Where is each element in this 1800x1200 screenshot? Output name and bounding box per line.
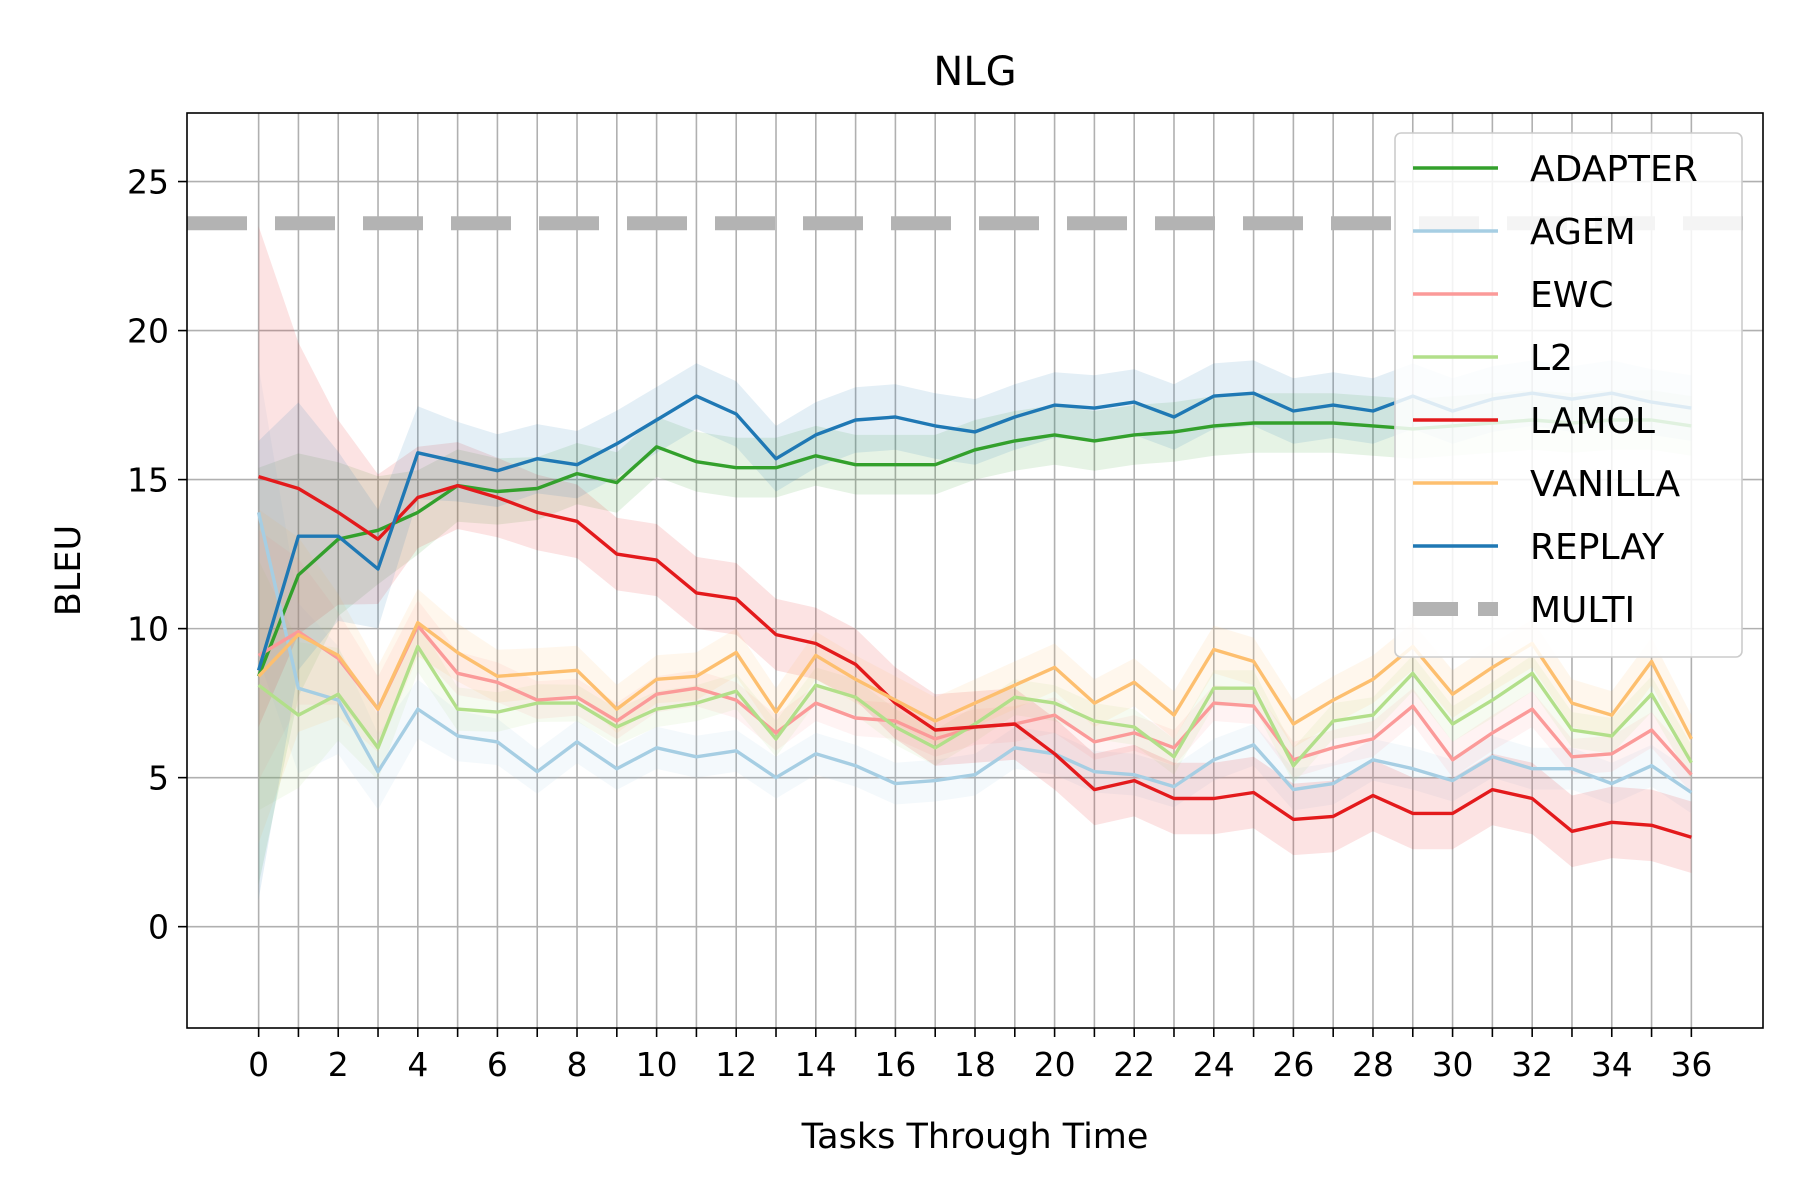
x-tick-label: 28 [1352,1045,1394,1084]
x-tick-label: 24 [1193,1045,1235,1084]
legend-label-l2: L2 [1530,338,1573,379]
series-line-lamol [258,474,1692,839]
x-tick-label: 4 [407,1045,428,1084]
x-tick-label: 8 [567,1045,588,1084]
chart-title: NLG [933,49,1016,95]
x-tick-label: 10 [636,1045,678,1084]
axis-ticks: 0 2 4 6 8 10 12 14 16 18 20 22 24 26 28 30 32 34 360510152… [127,163,1712,1084]
legend-label-agem: AGEM [1530,212,1636,253]
legend-label-ewc: EWC [1530,275,1613,316]
x-tick-label: 6 [487,1045,508,1084]
x-tick-label: 20 [1034,1045,1076,1084]
x-tick-label: 34 [1591,1045,1633,1084]
legend-label-multi: MULTI [1530,590,1635,631]
series-line-l2 [257,644,1693,768]
x-tick-label: 18 [954,1045,996,1084]
x-tick-label: 16 [874,1045,916,1084]
legend-label-vanilla: VANILLA [1530,464,1680,505]
x-tick-label: 30 [1432,1045,1474,1084]
band-lamol [258,226,1692,874]
y-tick-label: 25 [127,163,169,202]
legend: ADAPTER AGEM EWC L2 LAMOL VANILLA REPLAY MULTI [1394,132,1743,658]
legend-label-lamol: LAMOL [1530,401,1655,442]
x-axis-label: Tasks Through Time [801,1117,1149,1157]
band-vanilla [258,509,1692,844]
series-line-agem [256,512,1693,794]
x-tick-label: 14 [795,1045,837,1084]
legend-label-replay: REPLAY [1530,527,1665,568]
x-tick-label: 36 [1670,1045,1712,1084]
x-tick-label: 26 [1272,1045,1314,1084]
legend-label-adapter: ADAPTER [1530,149,1698,190]
y-axis-label: BLEU [49,525,89,616]
y-tick-label: 20 [127,312,169,351]
x-tick-label: 2 [328,1045,349,1084]
y-tick-label: 15 [127,461,169,500]
y-tick-label: 10 [127,610,169,649]
series-line-vanilla [257,621,1693,740]
x-tick-label: 32 [1511,1045,1553,1084]
x-tick-label: 0 [248,1045,269,1084]
legend-box [1394,132,1743,658]
x-tick-label: 12 [715,1045,757,1084]
x-tick-label: 22 [1113,1045,1155,1084]
band-l2 [258,560,1692,811]
y-tick-label: 0 [148,908,169,947]
y-tick-label: 5 [148,759,169,798]
